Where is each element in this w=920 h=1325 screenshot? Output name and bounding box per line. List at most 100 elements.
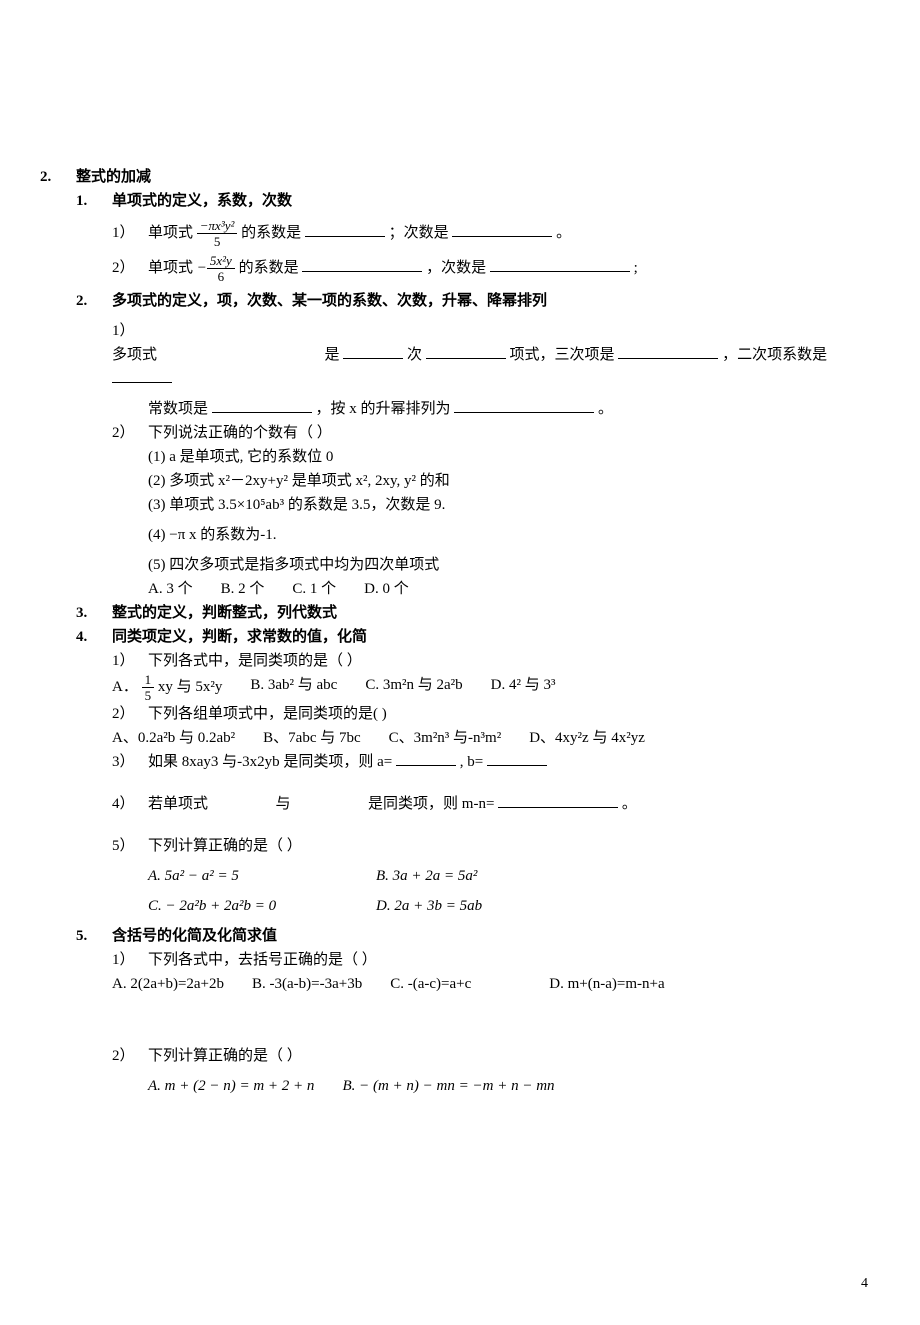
sub4-q1-options: A． 1 5 xy 与 5x²y B. 3ab² 与 abc C. 3m²n 与… [112,673,880,702]
blank [454,397,594,413]
sub4-q5-options-row1: A. 5a² − a² = 5 B. 3a + 2a = 5a² [148,864,880,888]
sub5-num: 5. [76,924,112,948]
section-header: 2. 整式的加减 [40,165,880,189]
sub1-num: 1. [76,189,112,213]
option-c: C、3m²n³ 与-n³m² [389,726,502,750]
fraction: 5x²y 6 [207,254,235,283]
sub3-title: 整式的定义，判断整式，列代数式 [112,601,337,625]
sub1-title: 单项式的定义，系数，次数 [112,189,292,213]
text: 的系数是 [239,260,299,276]
text: 是 [325,347,340,363]
option-a: A. 5a² − a² = 5 [148,864,348,888]
text: ，二次项系数是 [722,347,827,363]
item-text: 多项式 是 次 项式，三次项是 ，二次项系数是 [112,343,880,391]
opt-label: A． [112,679,138,695]
sub4-q3: 3） 如果 8xay3 与-3x2yb 是同类项，则 a= , b= [112,750,880,774]
sub5-header: 5. 含括号的化简及化简求值 [76,924,880,948]
item-text: 常数项是 ，按 x 的升幂排列为 。 [148,397,613,421]
sub4-q4: 4） 若单项式 与 是同类项，则 m-n= 。 [112,792,880,816]
option-c: C. − 2a²b + 2a²b = 0 [148,894,348,918]
text: 。 [622,796,637,812]
text: 次 [407,347,422,363]
text: ，按 x 的升幂排列为 [316,401,451,417]
section-num: 2. [40,165,76,189]
item-text: 单项式 − 5x²y 6 的系数是 ，次数是 ; [148,254,638,283]
sub2-q1-line1: 1） 多项式 是 次 项式，三次项是 ，二次项系数是 [112,319,880,391]
item-text: 若单项式 与 是同类项，则 m-n= 。 [148,792,637,816]
frac-den: 6 [215,269,228,283]
text: 是同类项，则 m-n= [368,796,494,812]
sub5-q2: 2） 下列计算正确的是（ ） [112,1044,880,1068]
text: 单项式 [148,260,193,276]
item-text: 下列各式中，是同类项的是（ ） [148,649,362,673]
option-b: B. -3(a-b)=-3a+3b [252,972,362,996]
sub4-title: 同类项定义，判断，求常数的值，化简 [112,625,367,649]
page: 2. 整式的加减 1. 单项式的定义，系数，次数 1） 单项式 −πx³y² 5… [0,0,920,1325]
sub4-num: 4. [76,625,112,649]
blank [112,367,172,383]
frac-den: 5 [142,688,155,702]
option-b: B. 3ab² 与 abc [250,673,337,702]
blank [426,343,506,359]
text: ; [634,260,638,276]
sub2-title: 多项式的定义，项，次数、某一项的系数、次数，升幂、降幂排列 [112,289,547,313]
sub4-header: 4. 同类项定义，判断，求常数的值，化简 [76,625,880,649]
item-num: 2） [112,1044,148,1068]
option-c: C. 1 个 [292,577,336,601]
frac-num: −πx³y² [197,219,238,234]
option-c: C. 3m²n 与 2a²b [365,673,462,702]
neg-sign: − [197,260,207,276]
blank [490,256,630,272]
item-text: 如果 8xay3 与-3x2yb 是同类项，则 a= , b= [148,750,547,774]
item-num: 2） [112,421,148,445]
frac-den: 5 [211,234,224,248]
text: 常数项是 [148,401,208,417]
option-a: A. m + (2 − n) = m + 2 + n [148,1074,314,1098]
text: 。 [556,225,571,241]
text: 的系数是 [241,225,301,241]
sub1-q1: 1） 单项式 −πx³y² 5 的系数是 ；次数是 。 [112,219,880,248]
page-number: 4 [861,1273,868,1295]
option-a: A. 3 个 [148,577,193,601]
sub2-q2: 2） 下列说法正确的个数有（ ） [112,421,880,445]
sub2-num: 2. [76,289,112,313]
frac-num: 5x²y [207,254,235,269]
frac-num: 1 [142,673,155,688]
text: 若单项式 [148,796,208,812]
fraction: −πx³y² 5 [197,219,238,248]
item-num: 4） [112,792,148,816]
sub5-q2-options: A. m + (2 − n) = m + 2 + n B. − (m + n) … [148,1074,880,1098]
text: 多项式 [112,347,157,363]
sub4-q5-options-row2: C. − 2a²b + 2a²b = 0 D. 2a + 3b = 5ab [148,894,880,918]
text: 项式，三次项是 [510,347,615,363]
sub5-q1: 1） 下列各式中，去括号正确的是（ ） [112,948,880,972]
blank [343,343,403,359]
text: 与 [276,796,291,812]
item-num: 1） [112,649,148,673]
option-d: D. 4² 与 3³ [491,673,556,702]
item-num: 2） [112,256,148,280]
text: 。 [598,401,613,417]
option-b: B. 3a + 2a = 5a² [376,864,477,888]
blank [302,256,422,272]
sub1-q2: 2） 单项式 − 5x²y 6 的系数是 ，次数是 ; [112,254,880,283]
blank [618,343,718,359]
sub2-q2-options: A. 3 个 B. 2 个 C. 1 个 D. 0 个 [148,577,880,601]
blank [498,792,618,808]
option-b: B、7abc 与 7bc [263,726,360,750]
sub2-q2-s5: (5) 四次多项式是指多项式中均为四次单项式 [148,553,880,577]
sub2-header: 2. 多项式的定义，项，次数、某一项的系数、次数，升幂、降幂排列 [76,289,880,313]
sub5-q1-options: A. 2(2a+b)=2a+2b B. -3(a-b)=-3a+3b C. -(… [112,972,880,996]
sub3-num: 3. [76,601,112,625]
sub4-q2-options: A、0.2a²b 与 0.2ab² B、7abc 与 7bc C、3m²n³ 与… [112,726,880,750]
item-num: 3） [112,750,148,774]
option-c: C. -(a-c)=a+c [390,972,471,996]
text: ，次数是 [426,260,486,276]
blank [305,221,385,237]
item-text: 下列说法正确的个数有（ ） [148,421,332,445]
item-num: 5） [112,834,148,858]
text: ；次数是 [389,225,449,241]
blank [396,750,456,766]
option-d: D. 2a + 3b = 5ab [376,894,482,918]
item-num: 1） [112,948,148,972]
